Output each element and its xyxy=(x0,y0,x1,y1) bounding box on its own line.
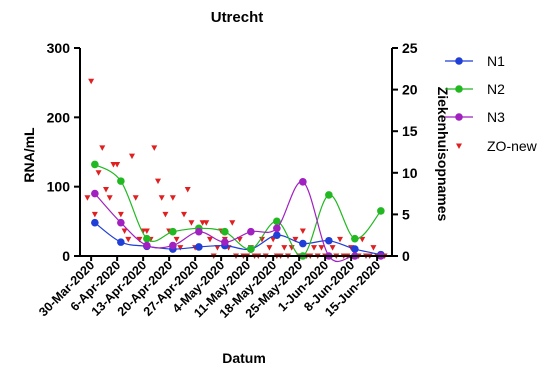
point-n3-8 xyxy=(299,178,307,186)
chart-title: Utrecht xyxy=(211,9,264,26)
point-zo-new-68 xyxy=(337,236,343,243)
y2-tick-label: 10 xyxy=(402,165,418,181)
y-tick-label: 300 xyxy=(47,40,71,56)
point-zo-new-6 xyxy=(106,195,113,201)
point-zo-new-66 xyxy=(329,245,336,251)
point-zo-new-61 xyxy=(311,245,317,251)
legend-marker-n1 xyxy=(455,57,463,65)
y2-tick-label: 15 xyxy=(402,123,418,139)
point-n3-3 xyxy=(169,241,177,250)
point-n3-4 xyxy=(195,227,203,236)
point-n2-5 xyxy=(221,227,229,236)
point-n2-6 xyxy=(247,245,255,253)
point-zo-new-26 xyxy=(181,211,187,218)
point-zo-new-0 xyxy=(84,195,91,201)
point-n2-7 xyxy=(273,217,281,226)
point-zo-new-10 xyxy=(121,228,128,235)
y2-axis-label: Ziekenhuisopnames xyxy=(435,87,451,222)
point-zo-new-74 xyxy=(359,236,366,243)
legend-label-zo-new: ZO-new xyxy=(487,138,538,154)
plot-area xyxy=(84,78,388,263)
point-zo-new-41 xyxy=(236,236,243,243)
y-tick-label: 0 xyxy=(62,248,70,264)
point-zo-new-14 xyxy=(136,236,143,243)
point-n3-1 xyxy=(117,218,125,227)
point-n3-5 xyxy=(221,238,229,246)
legend-marker-zo-new xyxy=(456,143,462,149)
point-zo-new-28 xyxy=(188,220,195,226)
y-tick-label: 100 xyxy=(47,179,71,195)
point-zo-new-23 xyxy=(169,195,176,201)
point-n3-6 xyxy=(247,227,255,236)
legend-label-n1: N1 xyxy=(487,53,505,69)
point-n1-0 xyxy=(91,218,99,227)
point-n2-11 xyxy=(377,207,385,215)
point-zo-new-12 xyxy=(129,153,135,160)
point-zo-new-11 xyxy=(125,236,132,243)
legend-marker-n3 xyxy=(455,113,463,121)
y2-tick-label: 25 xyxy=(402,40,418,56)
point-n2-1 xyxy=(117,177,125,185)
point-zo-new-13 xyxy=(132,195,139,201)
y2-tick-label: 0 xyxy=(402,248,410,264)
legend-label-n3: N3 xyxy=(487,109,505,125)
point-zo-new-9 xyxy=(117,211,124,218)
point-zo-new-18 xyxy=(151,145,158,151)
point-zo-new-58 xyxy=(299,228,306,235)
point-n2-9 xyxy=(325,191,333,199)
point-zo-new-33 xyxy=(207,236,213,243)
point-zo-new-16 xyxy=(143,228,150,235)
point-zo-new-3 xyxy=(95,170,102,176)
point-zo-new-8 xyxy=(114,161,121,168)
point-zo-new-27 xyxy=(184,186,191,193)
point-zo-new-2 xyxy=(91,211,98,218)
legend-marker-n2 xyxy=(455,85,463,93)
axes: 0100200300051015202530-Mar-20206-Apr-202… xyxy=(36,40,418,321)
point-zo-new-49 xyxy=(266,245,273,251)
y2-tick-label: 5 xyxy=(402,206,410,222)
point-zo-new-20 xyxy=(158,195,165,201)
legend: N1 N2 N3 ZO-new xyxy=(445,53,538,154)
point-zo-new-39 xyxy=(229,220,236,226)
point-zo-new-35 xyxy=(214,245,221,251)
point-zo-new-21 xyxy=(162,211,169,218)
point-n2-10 xyxy=(351,234,359,243)
y-axis-label: RNA/mL xyxy=(21,127,37,183)
point-n3-0 xyxy=(91,189,99,198)
y2-tick-label: 20 xyxy=(402,82,418,98)
point-zo-new-32 xyxy=(203,220,210,226)
point-n1-8 xyxy=(299,239,307,248)
point-n2-2 xyxy=(143,234,151,243)
point-n3-7 xyxy=(273,224,281,233)
point-zo-new-4 xyxy=(99,145,106,151)
point-n1-4 xyxy=(195,243,203,251)
point-zo-new-56 xyxy=(292,236,299,243)
y-tick-label: 200 xyxy=(47,109,71,125)
point-zo-new-63 xyxy=(318,245,325,251)
point-zo-new-1 xyxy=(88,78,95,85)
point-n1-10 xyxy=(351,245,359,253)
point-n1-9 xyxy=(325,236,333,245)
point-n1-7 xyxy=(273,231,281,239)
point-n2-3 xyxy=(169,227,177,236)
point-n3-2 xyxy=(143,241,151,250)
legend-label-n2: N2 xyxy=(487,81,505,97)
point-zo-new-24 xyxy=(173,236,180,243)
point-n2-0 xyxy=(91,160,99,169)
x-axis-label: Datum xyxy=(222,350,266,366)
point-zo-new-25 xyxy=(177,245,184,251)
point-zo-new-5 xyxy=(103,186,109,193)
point-zo-new-53 xyxy=(281,245,288,251)
point-n1-1 xyxy=(117,238,125,246)
point-zo-new-77 xyxy=(370,245,377,251)
point-zo-new-19 xyxy=(155,178,161,185)
